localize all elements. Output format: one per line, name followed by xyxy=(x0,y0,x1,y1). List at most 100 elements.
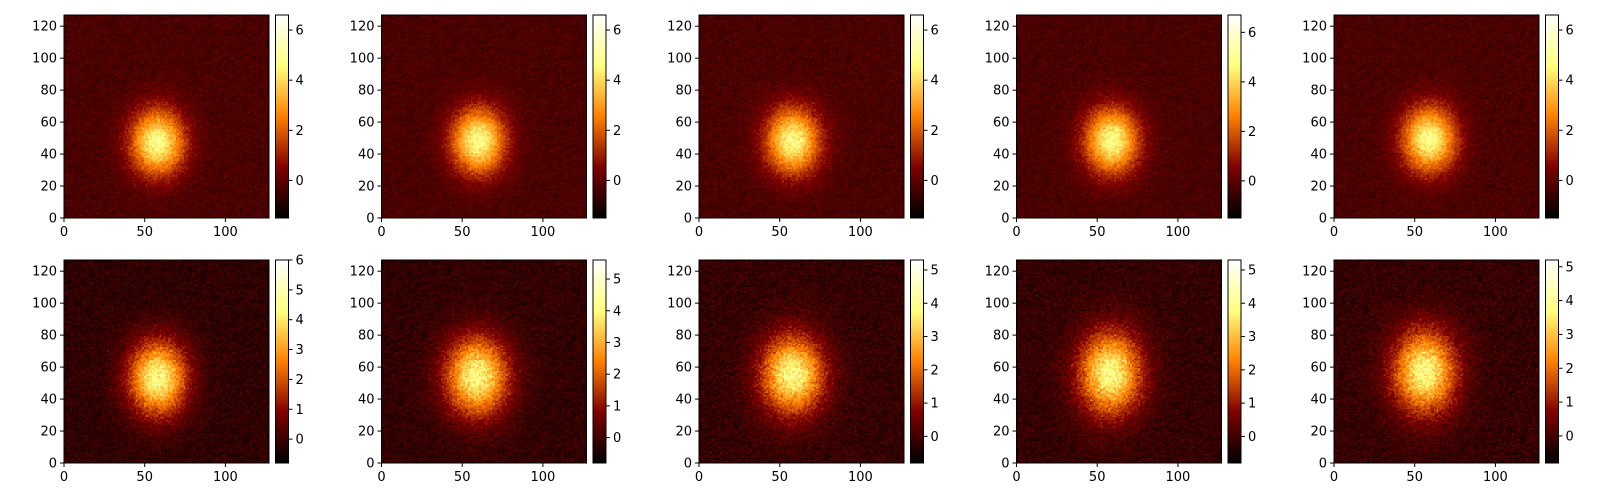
x-tick-label: 100 xyxy=(531,470,556,485)
heatmap-image xyxy=(1016,260,1222,463)
colorbar-tick-label: 5 xyxy=(613,273,621,288)
y-tick-label: 100 xyxy=(32,297,57,312)
y-tick-label: 100 xyxy=(1302,297,1327,312)
colorbar-gradient xyxy=(593,15,606,218)
y-tick-label: 80 xyxy=(993,329,1010,344)
subplot-3: 0 50 100 0 20 40 60 80 100 120 0 2 4 6 xyxy=(667,14,939,240)
y-tick-label: 0 xyxy=(1001,212,1009,227)
y-tick-label: 20 xyxy=(993,425,1010,440)
y-tick-label: 100 xyxy=(1302,52,1327,67)
x-tick-label: 100 xyxy=(1166,225,1191,240)
x-tick-label: 50 xyxy=(136,470,153,485)
axes-frame xyxy=(1016,259,1222,464)
y-tick-label: 60 xyxy=(40,361,57,376)
colorbar-tick-label: 6 xyxy=(931,24,939,39)
colorbar-tick-label: 0 xyxy=(296,433,304,448)
colorbar-tick-label: 3 xyxy=(1248,330,1256,345)
y-tick-label: 40 xyxy=(1310,148,1327,163)
x-tick-label: 50 xyxy=(1406,470,1423,485)
subplot-6: 0 50 100 0 20 40 60 80 100 120 0 1 2 3 4 5 6 xyxy=(32,254,304,486)
axes-frame xyxy=(63,259,270,464)
colorbar-tick-label: 4 xyxy=(1566,74,1574,89)
y-tick-label: 20 xyxy=(40,425,57,440)
axes-frame xyxy=(1333,14,1540,219)
y-tick-label: 20 xyxy=(358,425,375,440)
colorbar-tick-label: 0 xyxy=(613,431,621,446)
y-tick-label: 0 xyxy=(366,212,374,227)
colorbar-tick-label: 4 xyxy=(931,297,939,312)
heatmap-image xyxy=(64,260,269,463)
y-tick-label: 60 xyxy=(358,361,375,376)
y-tick-label: 60 xyxy=(675,116,692,131)
subplot-10: 0 50 100 0 20 40 60 80 100 120 0 1 2 3 4 5 xyxy=(1302,259,1574,485)
y-tick-label: 120 xyxy=(350,20,375,35)
subplot-2: 0 50 100 0 20 40 60 80 100 120 0 2 4 6 xyxy=(350,14,621,240)
colorbar-tick-label: 3 xyxy=(296,343,304,358)
y-tick-label: 120 xyxy=(32,265,57,280)
x-tick-label: 0 xyxy=(1012,470,1020,485)
colorbar-tick-label: 6 xyxy=(613,24,621,39)
heatmap-image xyxy=(64,15,269,218)
colorbar-tick-label: 1 xyxy=(296,403,304,418)
colorbar-gradient xyxy=(275,260,289,463)
y-tick-label: 20 xyxy=(675,180,692,195)
y-tick-label: 120 xyxy=(1302,265,1327,280)
colorbar-tick-label: 5 xyxy=(296,283,304,298)
x-tick-label: 0 xyxy=(60,225,68,240)
x-tick-label: 50 xyxy=(1089,225,1106,240)
x-tick-label: 0 xyxy=(1330,225,1338,240)
y-tick-label: 0 xyxy=(366,457,374,472)
x-tick-label: 50 xyxy=(1089,470,1106,485)
colorbar-tick-label: 2 xyxy=(931,124,939,139)
y-tick-label: 120 xyxy=(985,265,1010,280)
axes-frame xyxy=(698,259,905,464)
axes-frame xyxy=(698,14,905,219)
y-tick-label: 20 xyxy=(40,180,57,195)
y-tick-label: 40 xyxy=(40,393,57,408)
x-tick-label: 0 xyxy=(60,470,68,485)
colorbar-tick-label: 2 xyxy=(613,124,621,139)
colorbar-tick-label: 0 xyxy=(1248,430,1256,445)
x-tick-label: 0 xyxy=(1330,470,1338,485)
colorbar-frame xyxy=(275,259,289,464)
colorbar-frame xyxy=(592,14,607,219)
x-tick-label: 50 xyxy=(136,225,153,240)
y-tick-label: 120 xyxy=(1302,20,1327,35)
colorbar-tick-label: 6 xyxy=(1566,24,1574,39)
colorbar-tick-label: 3 xyxy=(1566,328,1574,343)
colorbar-tick-label: 2 xyxy=(1248,363,1256,378)
x-tick-label: 0 xyxy=(377,225,385,240)
y-tick-label: 40 xyxy=(358,393,375,408)
y-tick-label: 0 xyxy=(49,212,57,227)
axes-frame xyxy=(1016,14,1222,219)
x-tick-label: 50 xyxy=(771,470,788,485)
colorbar-gradient xyxy=(275,15,289,218)
colorbar-tick-label: 0 xyxy=(1566,174,1574,189)
x-tick-label: 100 xyxy=(213,225,238,240)
y-tick-label: 100 xyxy=(350,297,375,312)
colorbar-gradient xyxy=(910,260,924,463)
y-tick-label: 60 xyxy=(675,361,692,376)
y-tick-label: 60 xyxy=(993,361,1010,376)
colorbar-frame xyxy=(1227,14,1242,219)
colorbar-tick-label: 2 xyxy=(1566,362,1574,377)
colorbar-tick-label: 0 xyxy=(1566,429,1574,444)
y-tick-label: 20 xyxy=(1310,425,1327,440)
colorbar-tick-label: 6 xyxy=(296,24,304,39)
colorbar-gradient xyxy=(1228,260,1241,463)
subplot-9: 0 50 100 0 20 40 60 80 100 120 0 1 2 3 4 5 xyxy=(985,259,1256,485)
x-tick-label: 0 xyxy=(1012,225,1020,240)
colorbar-frame xyxy=(1227,259,1242,464)
heatmap-image xyxy=(381,15,587,218)
colorbar-tick-label: 4 xyxy=(1566,294,1574,309)
heatmap-image xyxy=(1016,15,1222,218)
y-tick-label: 20 xyxy=(358,180,375,195)
y-tick-label: 40 xyxy=(675,148,692,163)
y-tick-label: 100 xyxy=(667,297,692,312)
y-tick-label: 40 xyxy=(358,148,375,163)
colorbar-tick-label: 1 xyxy=(931,397,939,412)
heatmap-image xyxy=(699,15,904,218)
colorbar-frame xyxy=(592,259,607,464)
colorbar-tick-label: 0 xyxy=(931,430,939,445)
colorbar-tick-label: 2 xyxy=(1566,124,1574,139)
